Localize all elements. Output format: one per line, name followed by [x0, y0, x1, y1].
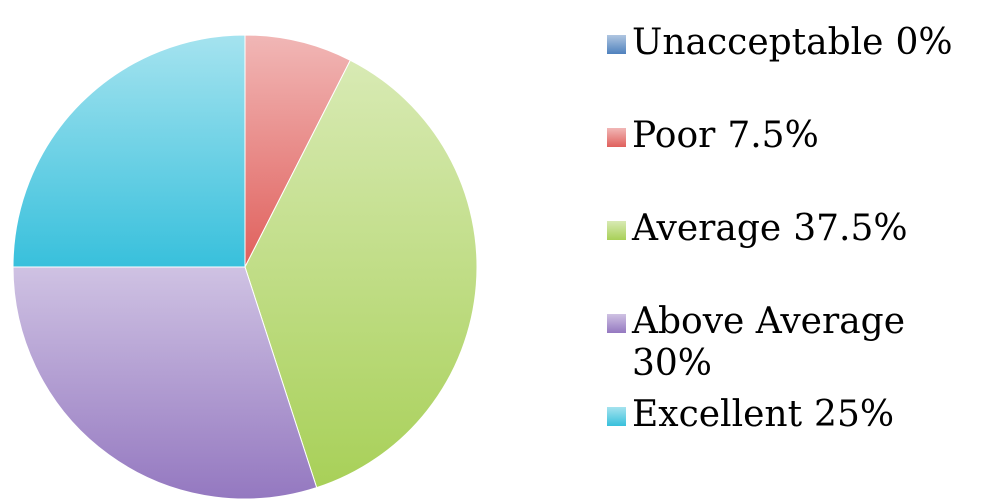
legend-swatch — [607, 128, 626, 147]
legend-value: 7.5% — [727, 115, 818, 156]
legend-swatch — [607, 35, 626, 54]
legend-swatch — [607, 221, 626, 240]
pie-slice — [244, 34, 351, 268]
legend-label: Excellent — [632, 394, 803, 435]
legend-label: Poor — [632, 115, 716, 156]
legend-value: 30% — [632, 343, 712, 384]
legend-label: Unacceptable — [632, 22, 883, 63]
pie-slice — [12, 34, 246, 268]
legend-swatch — [607, 407, 626, 426]
legend-label: Average — [631, 208, 781, 249]
legend-value: 25% — [814, 394, 894, 435]
legend-swatch — [607, 314, 626, 333]
legend-value: 0% — [895, 22, 952, 63]
pie-slice — [244, 59, 478, 489]
legend-label: Above Average — [631, 301, 905, 342]
pie-slice — [12, 266, 318, 499]
legend-value: 37.5% — [793, 208, 907, 249]
